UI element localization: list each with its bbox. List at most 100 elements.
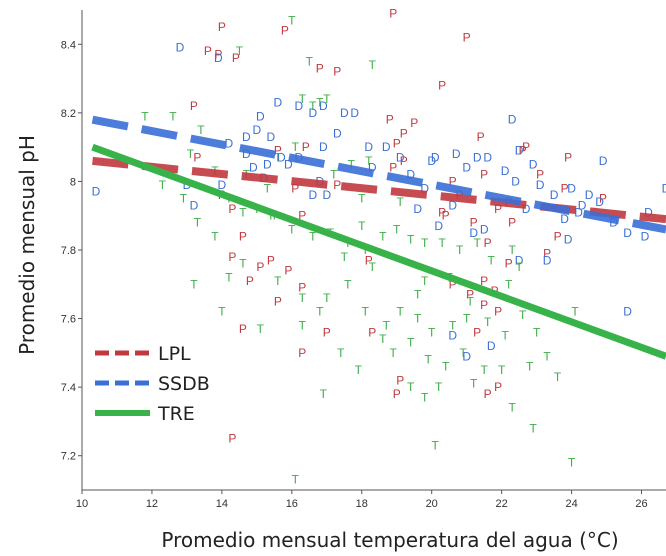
point-lpl: P xyxy=(298,209,306,223)
point-tre: T xyxy=(480,363,488,377)
point-ssdb: D xyxy=(567,181,576,195)
point-tre: T xyxy=(421,274,429,288)
point-ssdb: D xyxy=(319,99,328,113)
point-tre: T xyxy=(309,99,317,113)
point-tre: T xyxy=(288,13,296,27)
point-lpl: P xyxy=(393,387,401,401)
point-tre: T xyxy=(487,253,495,267)
point-ssdb: D xyxy=(322,188,331,202)
point-ssdb: D xyxy=(641,229,650,243)
y-tick-label: 7.6 xyxy=(61,314,76,326)
point-ssdb: D xyxy=(462,161,471,175)
point-lpl: P xyxy=(438,205,446,219)
point-lpl: P xyxy=(267,253,275,267)
point-lpl: P xyxy=(480,274,488,288)
point-tre: T xyxy=(348,157,356,171)
point-lpl: P xyxy=(477,130,485,144)
point-tre: T xyxy=(414,312,422,326)
point-ssdb: D xyxy=(501,164,510,178)
point-ssdb: D xyxy=(190,198,199,212)
point-tre: T xyxy=(358,219,366,233)
point-ssdb: D xyxy=(284,157,293,171)
point-ssdb: D xyxy=(350,106,359,120)
point-lpl: P xyxy=(333,178,341,192)
point-ssdb: D xyxy=(368,161,377,175)
x-tick-label: 12 xyxy=(146,498,158,510)
point-tre: T xyxy=(369,260,377,274)
point-ssdb: D xyxy=(522,202,531,216)
point-lpl: P xyxy=(564,150,572,164)
point-ssdb: D xyxy=(413,202,422,216)
point-ssdb: D xyxy=(560,212,569,226)
point-ssdb: D xyxy=(550,188,559,202)
point-ssdb: D xyxy=(242,147,251,161)
y-tick-label: 7.2 xyxy=(61,451,76,463)
point-ssdb: D xyxy=(536,178,545,192)
point-lpl: P xyxy=(246,274,254,288)
point-lpl: P xyxy=(410,116,418,130)
point-ssdb: D xyxy=(420,181,429,195)
point-lpl: P xyxy=(396,373,404,387)
point-ssdb: D xyxy=(176,41,185,55)
point-lpl: P xyxy=(494,380,502,394)
point-tre: T xyxy=(473,236,481,250)
point-tre: T xyxy=(529,421,537,435)
point-lpl: P xyxy=(442,209,450,223)
point-lpl: P xyxy=(470,216,478,230)
point-ssdb: D xyxy=(273,96,282,110)
point-tre: T xyxy=(397,305,405,319)
point-ssdb: D xyxy=(225,137,234,151)
point-tre: T xyxy=(571,305,579,319)
point-ssdb: D xyxy=(448,329,457,343)
point-ssdb: D xyxy=(543,253,552,267)
point-tre: T xyxy=(369,58,377,72)
point-tre: T xyxy=(299,291,307,305)
point-tre: T xyxy=(442,360,450,374)
y-axis-title: Promedio mensual pH xyxy=(15,135,39,355)
point-ssdb: D xyxy=(564,233,573,247)
point-tre: T xyxy=(508,243,516,257)
point-ssdb: D xyxy=(249,161,258,175)
point-tre: T xyxy=(299,318,307,332)
point-tre: T xyxy=(169,109,177,123)
point-ssdb: D xyxy=(308,188,317,202)
point-lpl: P xyxy=(291,181,299,195)
point-ssdb: D xyxy=(406,168,415,182)
point-tre: T xyxy=(554,370,562,384)
point-lpl: P xyxy=(256,260,264,274)
point-tre: T xyxy=(428,325,436,339)
point-ssdb: D xyxy=(434,219,443,233)
point-lpl: P xyxy=(484,387,492,401)
point-ssdb: D xyxy=(277,150,286,164)
point-lpl: P xyxy=(543,246,551,260)
point-tre: T xyxy=(239,205,247,219)
point-lpl: P xyxy=(298,281,306,295)
point-tre: T xyxy=(187,147,195,161)
point-ssdb: D xyxy=(595,195,604,209)
point-tre: T xyxy=(211,229,219,243)
point-tre: T xyxy=(407,336,415,350)
point-ssdb: D xyxy=(462,349,471,363)
point-ssdb: D xyxy=(319,140,328,154)
point-tre: T xyxy=(341,250,349,264)
point-lpl: P xyxy=(561,181,569,195)
point-lpl: P xyxy=(400,154,408,168)
x-tick-label: 10 xyxy=(76,498,88,510)
point-lpl: P xyxy=(519,144,527,158)
point-lpl: P xyxy=(214,48,222,62)
point-lpl: P xyxy=(389,161,397,175)
legend-label-lpl: LPL xyxy=(158,343,191,365)
point-tre: T xyxy=(180,192,188,206)
point-ssdb: D xyxy=(515,144,524,158)
point-tre: T xyxy=(466,294,474,308)
point-lpl: P xyxy=(316,61,324,75)
point-tre: T xyxy=(393,222,401,236)
point-tre: T xyxy=(190,277,198,291)
point-lpl: P xyxy=(505,257,513,271)
point-ssdb: D xyxy=(333,126,342,140)
point-ssdb: D xyxy=(508,113,517,127)
point-tre: T xyxy=(435,380,443,394)
x-tick-label: 24 xyxy=(565,498,577,510)
point-tre: T xyxy=(407,380,415,394)
point-tre: T xyxy=(197,123,205,137)
